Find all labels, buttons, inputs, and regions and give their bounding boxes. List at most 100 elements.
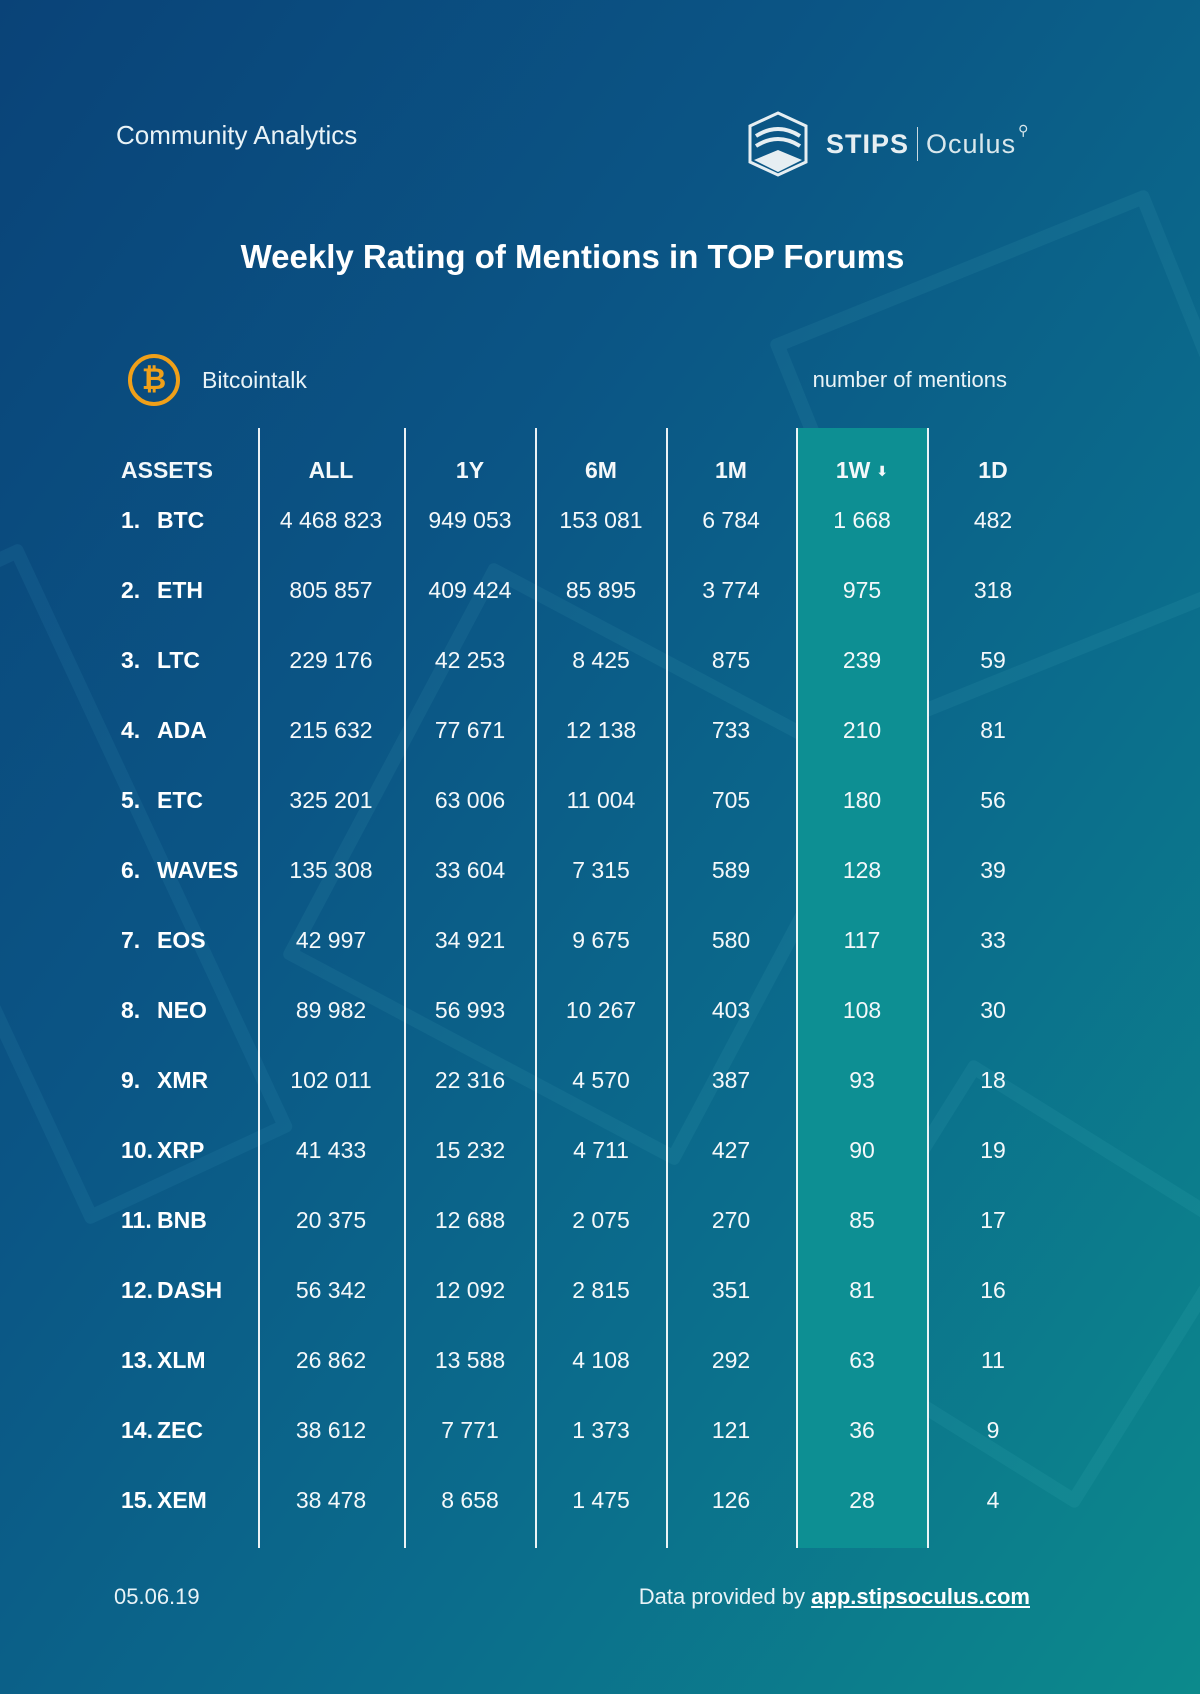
mentions-1m-cell: 705 xyxy=(711,787,751,813)
mentions-1d-cell: 81 xyxy=(980,717,1006,743)
column-header-all[interactable]: ALL xyxy=(308,457,354,483)
asset-rank: 10. xyxy=(121,1137,153,1163)
mentions-1d-cell: 19 xyxy=(980,1137,1006,1163)
mentions-1m-cell: 6 784 xyxy=(702,507,760,533)
mentions-6m-cell: 4 711 xyxy=(573,1137,629,1163)
asset-symbol: ETC xyxy=(157,787,203,813)
mentions-6m-cell: 153 081 xyxy=(559,507,643,533)
mentions-1d-cell: 18 xyxy=(980,1067,1006,1093)
logo-product: Oculus xyxy=(926,128,1017,159)
mentions-1w-cell: 63 xyxy=(849,1347,875,1373)
table-row: 8. NEO 89 982 56 993 10 267 403 108 30 xyxy=(0,990,1200,1030)
mentions-1m-cell: 270 xyxy=(711,1207,751,1233)
page-title: Weekly Rating of Mentions in TOP Forums xyxy=(240,238,905,275)
credit-link[interactable]: app.stipsoculus.com xyxy=(811,1584,1030,1609)
asset-rank: 11. xyxy=(121,1207,152,1233)
mentions-1d-cell: 16 xyxy=(980,1277,1006,1303)
asset-rank: 7. xyxy=(121,927,141,953)
mentions-6m-cell: 1 475 xyxy=(572,1487,630,1513)
mentions-all-cell: 89 982 xyxy=(295,997,367,1023)
table-row: 14. ZEC 38 612 7 771 1 373 121 36 9 xyxy=(0,1410,1200,1450)
forum-label: ₿ Bitcointalk xyxy=(128,354,307,406)
asset-rank: 5. xyxy=(121,787,141,813)
mentions-table: ASSETS ALL 1Y 6M 1M 1W ⬇ 1D 1. BTC 4 468 82… xyxy=(0,428,1200,1548)
column-header-assets[interactable]: ASSETS xyxy=(121,457,214,483)
asset-symbol: ETH xyxy=(157,577,203,603)
mentions-1d-cell: 17 xyxy=(980,1207,1006,1233)
data-credit: Data provided by app.stipsoculus.com xyxy=(639,1584,1030,1610)
column-divider xyxy=(796,428,798,1548)
mentions-6m-cell: 7 315 xyxy=(572,857,630,883)
mentions-1d-cell: 56 xyxy=(980,787,1006,813)
mentions-all-cell: 325 201 xyxy=(289,787,373,813)
mentions-1w-cell: 210 xyxy=(842,717,882,743)
asset-symbol: ADA xyxy=(157,717,207,743)
mentions-1m-cell: 580 xyxy=(711,927,751,953)
asset-rank: 6. xyxy=(121,857,141,883)
mentions-all-cell: 229 176 xyxy=(289,647,373,673)
mentions-1w-cell: 1 668 xyxy=(833,507,891,533)
asset-rank: 1. xyxy=(121,507,141,533)
mentions-all-cell: 38 612 xyxy=(295,1417,367,1443)
table-row: 11. BNB 20 375 12 688 2 075 270 85 17 xyxy=(0,1200,1200,1240)
mentions-all-cell: 42 997 xyxy=(295,927,367,953)
table-row: 6. WAVES 135 308 33 604 7 315 589 128 39 xyxy=(0,850,1200,890)
mentions-1y-cell: 42 253 xyxy=(434,647,506,673)
mentions-1m-cell: 351 xyxy=(711,1277,751,1303)
mentions-1y-cell: 63 006 xyxy=(434,787,506,813)
mentions-1w-cell: 36 xyxy=(849,1417,875,1443)
mentions-1y-cell: 15 232 xyxy=(434,1137,506,1163)
column-header-1d[interactable]: 1D xyxy=(978,457,1008,483)
mentions-1d-cell: 9 xyxy=(986,1417,1000,1443)
mentions-6m-cell: 4 570 xyxy=(572,1067,630,1093)
mentions-all-cell: 56 342 xyxy=(295,1277,367,1303)
highlighted-column-1w xyxy=(797,428,927,1548)
mentions-6m-cell: 9 675 xyxy=(572,927,630,953)
column-header-1m[interactable]: 1M xyxy=(715,457,747,483)
asset-symbol: XRP xyxy=(157,1137,205,1163)
mentions-6m-cell: 11 004 xyxy=(566,787,636,813)
asset-rank: 2. xyxy=(121,577,141,603)
mentions-1m-cell: 403 xyxy=(711,997,751,1023)
logo-brand: STIPS xyxy=(826,128,910,159)
column-header-1w-label: 1W xyxy=(835,457,871,483)
asset-rank: 13. xyxy=(121,1347,153,1373)
mentions-6m-cell: 85 895 xyxy=(565,577,637,603)
mentions-1y-cell: 12 688 xyxy=(434,1207,506,1233)
asset-symbol: XLM xyxy=(157,1347,206,1373)
section-label: Community Analytics xyxy=(116,120,358,150)
stips-logo-icon xyxy=(748,111,808,177)
mentions-6m-cell: 4 108 xyxy=(572,1347,630,1373)
mentions-1y-cell: 7 771 xyxy=(441,1417,499,1443)
mentions-all-cell: 215 632 xyxy=(289,717,373,743)
mentions-all-cell: 38 478 xyxy=(295,1487,367,1513)
asset-rank: 8. xyxy=(121,997,141,1023)
mentions-1y-cell: 33 604 xyxy=(434,857,506,883)
table-row: 1. BTC 4 468 823 949 053 153 081 6 784 1 668 48… xyxy=(0,500,1200,540)
mentions-1y-cell: 77 671 xyxy=(434,717,506,743)
asset-rank: 14. xyxy=(121,1417,153,1443)
mentions-all-cell: 102 011 xyxy=(290,1067,372,1093)
mentions-1d-cell: 30 xyxy=(980,997,1006,1023)
mentions-all-cell: 41 433 xyxy=(295,1137,367,1163)
mentions-1d-cell: 39 xyxy=(980,857,1006,883)
asset-symbol: DASH xyxy=(157,1277,223,1303)
mentions-6m-cell: 2 075 xyxy=(572,1207,630,1233)
mentions-all-cell: 805 857 xyxy=(289,577,373,603)
credit-prefix: Data provided by xyxy=(638,1584,806,1609)
asset-symbol: ZEC xyxy=(157,1417,203,1443)
magnifier-icon: ⚲ xyxy=(1018,122,1029,138)
mentions-1m-cell: 875 xyxy=(711,647,751,673)
mentions-1m-cell: 387 xyxy=(711,1067,751,1093)
asset-symbol: BTC xyxy=(157,507,205,533)
asset-symbol: NEO xyxy=(157,997,207,1023)
table-row: 9. XMR 102 011 22 316 4 570 387 93 18 xyxy=(0,1060,1200,1100)
column-divider xyxy=(927,428,929,1548)
mentions-1m-cell: 126 xyxy=(711,1487,751,1513)
mentions-1m-cell: 3 774 xyxy=(702,577,760,603)
column-header-1w[interactable]: 1W ⬇ xyxy=(797,450,927,491)
asset-symbol: WAVES xyxy=(157,857,239,883)
column-header-6m[interactable]: 6M xyxy=(585,457,617,483)
column-header-1y[interactable]: 1Y xyxy=(455,457,485,483)
mentions-all-cell: 26 862 xyxy=(295,1347,367,1373)
